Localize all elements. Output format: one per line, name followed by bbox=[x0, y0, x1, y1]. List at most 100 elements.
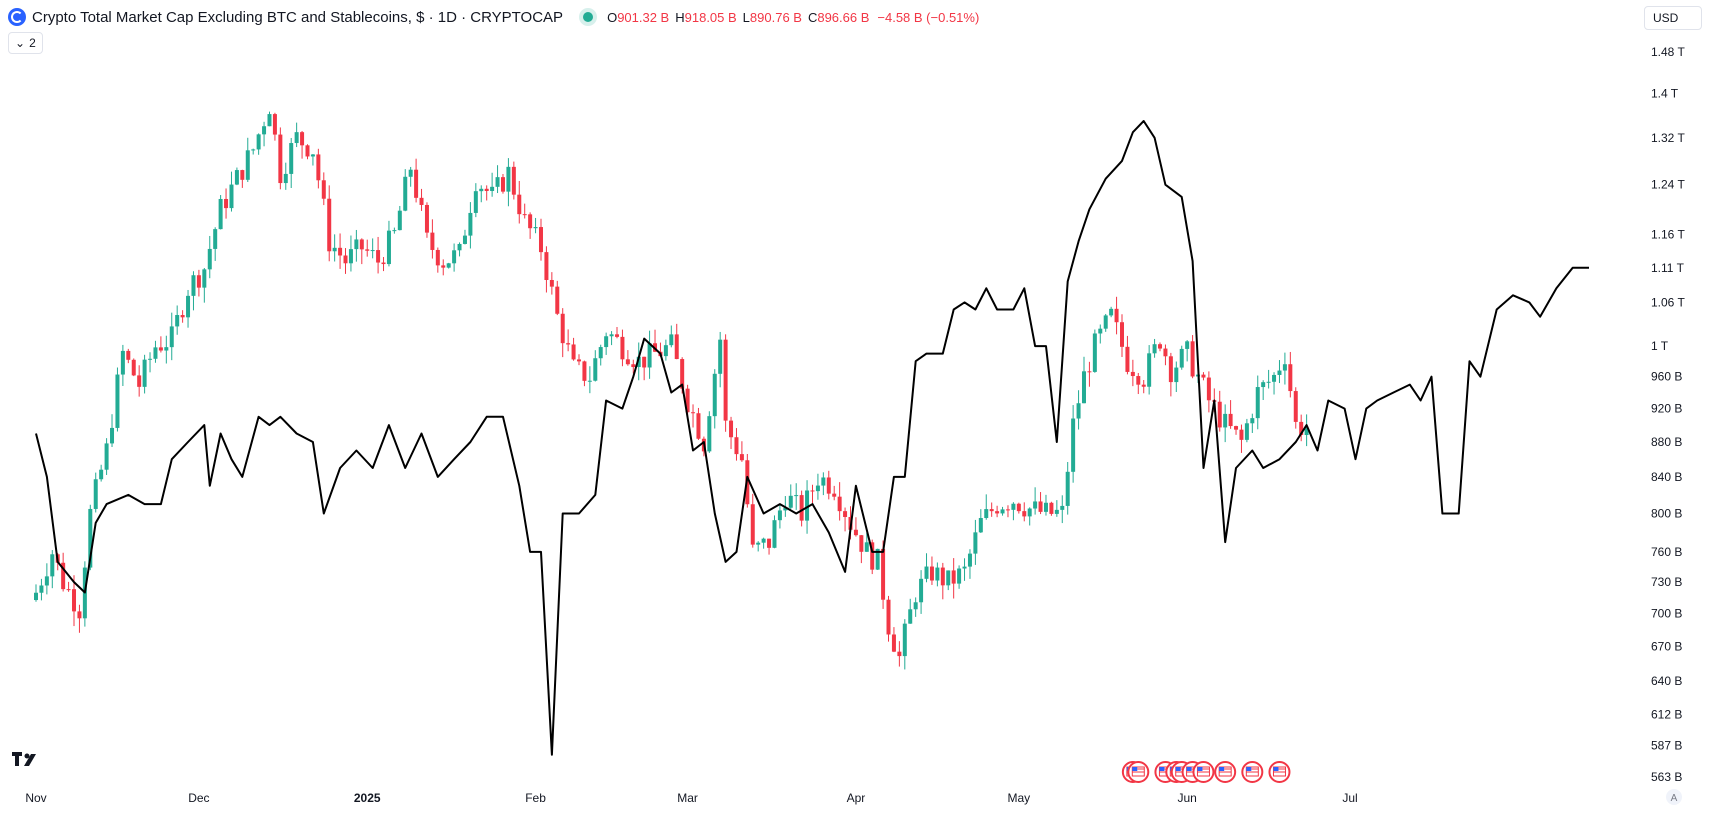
candle bbox=[424, 202, 429, 238]
y-tick-label: 840 B bbox=[1651, 470, 1682, 484]
candle bbox=[957, 565, 962, 589]
candle bbox=[1125, 335, 1130, 375]
candle bbox=[1081, 356, 1086, 404]
candle bbox=[191, 271, 196, 311]
economic-event-flag-icon[interactable] bbox=[1192, 761, 1215, 783]
candle bbox=[1261, 380, 1266, 400]
candle bbox=[370, 238, 375, 259]
candle bbox=[1027, 507, 1032, 526]
candle bbox=[837, 482, 842, 521]
candle bbox=[995, 505, 1000, 518]
legend-header: Crypto Total Market Cap Excluding BTC an… bbox=[8, 6, 979, 28]
candle bbox=[408, 166, 413, 187]
economic-event-flag-icon[interactable] bbox=[1214, 761, 1237, 783]
candle bbox=[1038, 492, 1043, 515]
candle bbox=[1076, 390, 1081, 430]
candle bbox=[615, 326, 620, 339]
symbol-logo-icon[interactable] bbox=[8, 8, 26, 26]
candle bbox=[414, 158, 419, 203]
market-status-icon[interactable] bbox=[583, 12, 594, 22]
candle bbox=[131, 358, 136, 377]
candle bbox=[1147, 345, 1152, 395]
candle bbox=[756, 541, 761, 552]
economic-event-flag-icon[interactable] bbox=[1127, 761, 1150, 783]
x-tick-label: Jul bbox=[1342, 791, 1357, 805]
candle bbox=[240, 169, 245, 188]
candle bbox=[196, 269, 201, 297]
candle bbox=[967, 549, 972, 579]
ohlc-close: C896.66 B bbox=[807, 9, 870, 25]
currency-label: USD bbox=[1653, 11, 1679, 25]
candle bbox=[403, 169, 408, 212]
candle bbox=[549, 272, 554, 295]
candle bbox=[609, 331, 614, 346]
candle bbox=[1299, 414, 1304, 442]
candle bbox=[1201, 372, 1206, 381]
indicators-collapse-button[interactable]: ⌄ 2 bbox=[8, 32, 43, 54]
y-tick-label: 1.4 T bbox=[1651, 87, 1679, 101]
candle bbox=[1011, 502, 1016, 521]
candle bbox=[864, 532, 869, 552]
candle bbox=[962, 558, 967, 581]
candle bbox=[376, 236, 381, 274]
candle bbox=[544, 246, 549, 293]
economic-event-flag-icon[interactable] bbox=[1241, 761, 1264, 783]
candle bbox=[853, 517, 858, 537]
x-tick-label: May bbox=[1007, 791, 1030, 805]
candle bbox=[251, 148, 256, 155]
candle bbox=[1217, 390, 1222, 432]
y-tick-label: 760 B bbox=[1651, 545, 1682, 559]
candle bbox=[1005, 505, 1010, 518]
candle bbox=[446, 262, 451, 269]
candle bbox=[234, 167, 239, 186]
candle bbox=[278, 127, 283, 190]
y-tick-label: 563 B bbox=[1651, 770, 1682, 784]
auto-scale-button[interactable]: A bbox=[1666, 789, 1682, 805]
y-tick-label: 670 B bbox=[1651, 639, 1682, 653]
candle bbox=[886, 595, 891, 642]
y-tick-label: 730 B bbox=[1651, 575, 1682, 589]
candle bbox=[810, 484, 815, 504]
candle bbox=[919, 570, 924, 614]
candle bbox=[902, 619, 907, 670]
candle bbox=[642, 356, 647, 381]
candle bbox=[620, 329, 625, 367]
candle bbox=[989, 502, 994, 517]
economic-event-flag-icon[interactable] bbox=[1268, 761, 1291, 783]
candle bbox=[120, 344, 125, 387]
symbol-title[interactable]: Crypto Total Market Cap Excluding BTC an… bbox=[32, 8, 564, 26]
candle bbox=[115, 367, 120, 432]
candle bbox=[908, 598, 913, 624]
candle bbox=[158, 336, 163, 353]
candle bbox=[1250, 413, 1255, 433]
indicator-count: 2 bbox=[29, 36, 36, 50]
y-tick-label: 1.16 T bbox=[1651, 228, 1685, 242]
candle bbox=[788, 484, 793, 509]
candle bbox=[1282, 352, 1287, 385]
candle bbox=[1244, 418, 1249, 443]
candle bbox=[832, 485, 837, 501]
candle bbox=[468, 202, 473, 249]
candle bbox=[338, 233, 343, 269]
candle bbox=[245, 137, 250, 183]
candle bbox=[99, 464, 104, 482]
candle bbox=[1043, 494, 1048, 516]
candle bbox=[1304, 414, 1309, 447]
candle bbox=[913, 597, 918, 617]
y-tick-label: 1.11 T bbox=[1651, 261, 1685, 275]
candle bbox=[1288, 351, 1293, 398]
tradingview-logo-icon[interactable] bbox=[12, 752, 36, 766]
candle bbox=[511, 161, 516, 200]
candle bbox=[517, 180, 522, 224]
x-tick-label: Feb bbox=[525, 791, 546, 805]
candle bbox=[587, 366, 592, 394]
currency-selector[interactable]: USD bbox=[1644, 6, 1702, 30]
candle bbox=[940, 562, 945, 600]
candle bbox=[126, 348, 131, 364]
y-tick-label: 880 B bbox=[1651, 435, 1682, 449]
candle bbox=[1016, 502, 1021, 514]
svg-text:A: A bbox=[1671, 793, 1678, 804]
candle bbox=[207, 235, 212, 279]
candle bbox=[1109, 306, 1114, 318]
